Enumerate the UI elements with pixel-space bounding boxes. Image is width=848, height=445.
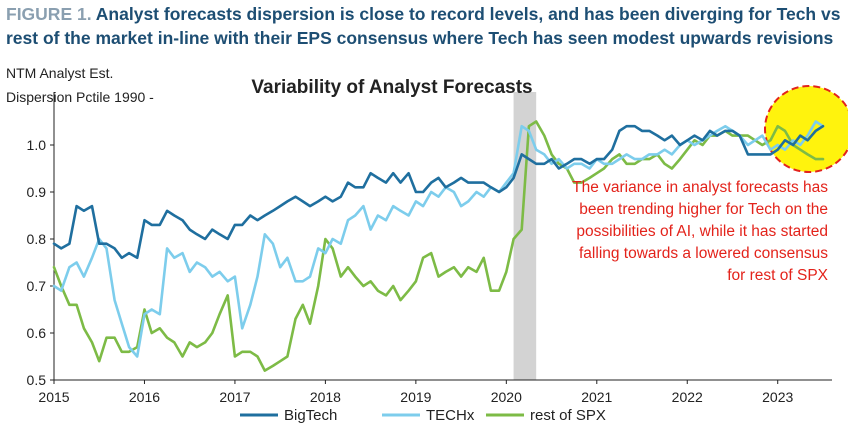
y-axis-label-line-1: NTM Analyst Est. xyxy=(6,65,113,81)
caption-text-1: Analyst forecasts dispersion is close to… xyxy=(95,4,841,24)
annotation-line-5: for rest of SPX xyxy=(727,267,828,284)
x-tick-label: 2019 xyxy=(400,389,431,405)
y-tick-label: 0.7 xyxy=(27,278,47,294)
figure-caption: FIGURE 1. Analyst forecasts dispersion i… xyxy=(6,2,842,50)
y-tick-label: 0.9 xyxy=(27,184,47,200)
x-tick-label: 2017 xyxy=(219,389,250,405)
y-tick-label: 0.5 xyxy=(27,372,47,388)
chart-area: 0.5 0.6 0.7 0.8 0.9 1.0 2015 2016 2017 2018 2019 20… xyxy=(0,60,848,440)
y-tick-label: 0.6 xyxy=(27,325,47,341)
caption-line-1: FIGURE 1. Analyst forecasts dispersion i… xyxy=(6,2,842,26)
y-axis-label-line-2: Dispersion Pctile 1990 - xyxy=(6,89,154,105)
legend-label-bigtech: BigTech xyxy=(284,407,337,424)
series-line-rest_spx xyxy=(52,120,825,372)
x-tick-label: 2021 xyxy=(581,389,612,405)
series-line-bigtech xyxy=(52,124,825,260)
x-tick-label: 2022 xyxy=(672,389,703,405)
x-tick-label: 2020 xyxy=(491,389,522,405)
x-tick-label: 2018 xyxy=(310,389,341,405)
figure-label: FIGURE 1. xyxy=(6,4,92,24)
chart-svg: 0.5 0.6 0.7 0.8 0.9 1.0 2015 2016 2017 2018 2019 20… xyxy=(6,65,848,424)
highlight-circle xyxy=(764,85,848,173)
legend-label-rest_spx: rest of SPX xyxy=(530,407,606,424)
annotation-line-1: The variance in analyst forecasts has xyxy=(572,179,828,196)
annotation-line-3: possibilities of AI, while it has starte… xyxy=(576,223,828,240)
y-tick-label: 1.0 xyxy=(27,137,47,153)
y-tick-label: 0.8 xyxy=(27,231,47,247)
chart-title: Variability of Analyst Forecasts xyxy=(251,77,532,98)
x-tick-label: 2023 xyxy=(762,389,793,405)
legend-label-techx: TECHx xyxy=(426,407,475,424)
x-tick-label: 2016 xyxy=(129,389,160,405)
caption-line-2: rest of the market in-line with their EP… xyxy=(6,28,834,48)
annotation-line-4: falling towards a lowered consensus xyxy=(579,245,828,262)
x-tick-label: 2015 xyxy=(38,389,69,405)
annotation-line-2: been trending higher for Tech on the xyxy=(579,201,828,218)
series-line-techx xyxy=(52,120,825,358)
